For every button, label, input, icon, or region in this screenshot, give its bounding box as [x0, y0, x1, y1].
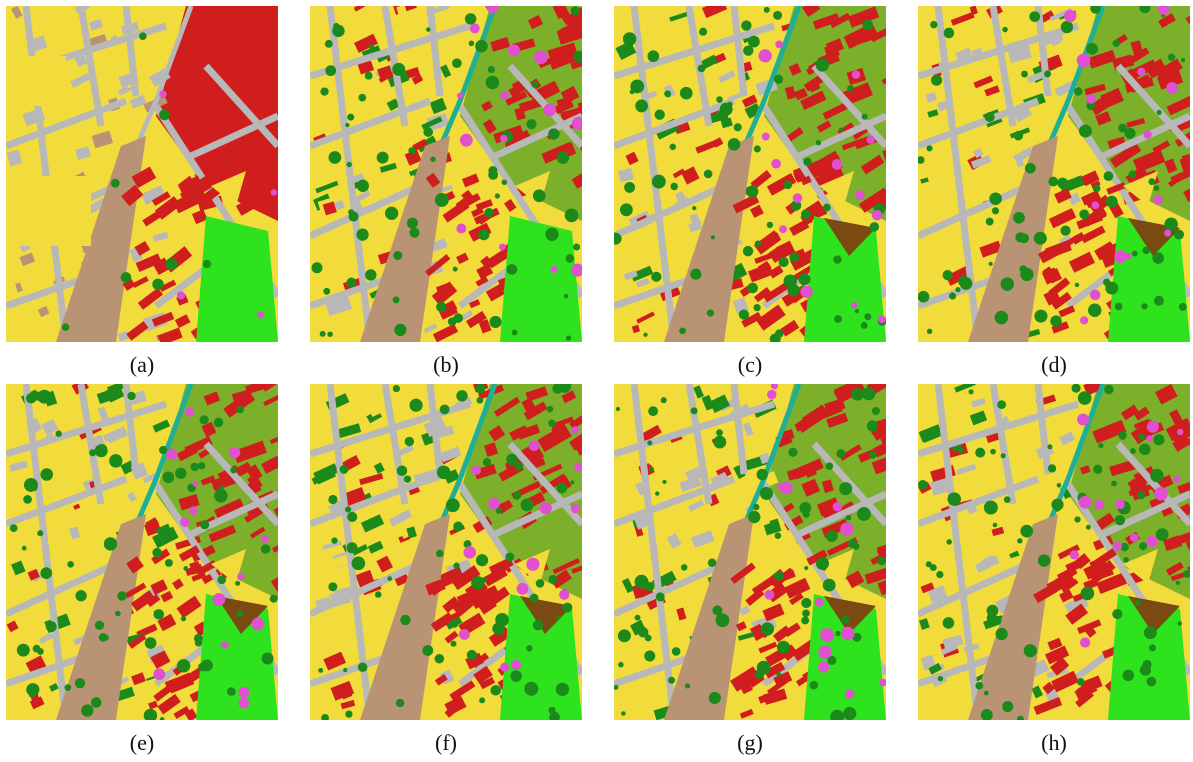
panel-caption: (g) [737, 730, 763, 755]
classification-map-icon [6, 6, 278, 342]
panel-caption: (d) [1041, 352, 1067, 377]
panel-caption: (c) [737, 352, 763, 377]
panel-d: (d) [918, 6, 1190, 384]
panel-e: (e) [6, 384, 278, 762]
panel-caption: (e) [129, 730, 155, 755]
panel-h: (h) [918, 384, 1190, 762]
panel-caption: (f) [435, 730, 457, 755]
classification-map-icon [614, 384, 886, 720]
classification-map-icon [918, 384, 1190, 720]
panel-caption: (a) [129, 352, 155, 377]
classification-map-icon [310, 384, 582, 720]
panel-caption: (h) [1041, 730, 1067, 755]
panel-f: (f) [310, 384, 582, 762]
panel-g: (g) [614, 384, 886, 762]
figure-grid: (a) (b) (c) (d) (e) (f) (g) (h) [6, 6, 1190, 756]
panel-caption: (b) [433, 352, 459, 377]
classification-map-icon [614, 6, 886, 342]
panel-c: (c) [614, 6, 886, 384]
classification-map-icon [918, 6, 1190, 342]
panel-b: (b) [310, 6, 582, 384]
panel-a: (a) [6, 6, 278, 384]
classification-map-icon [6, 384, 278, 720]
classification-map-icon [310, 6, 582, 342]
